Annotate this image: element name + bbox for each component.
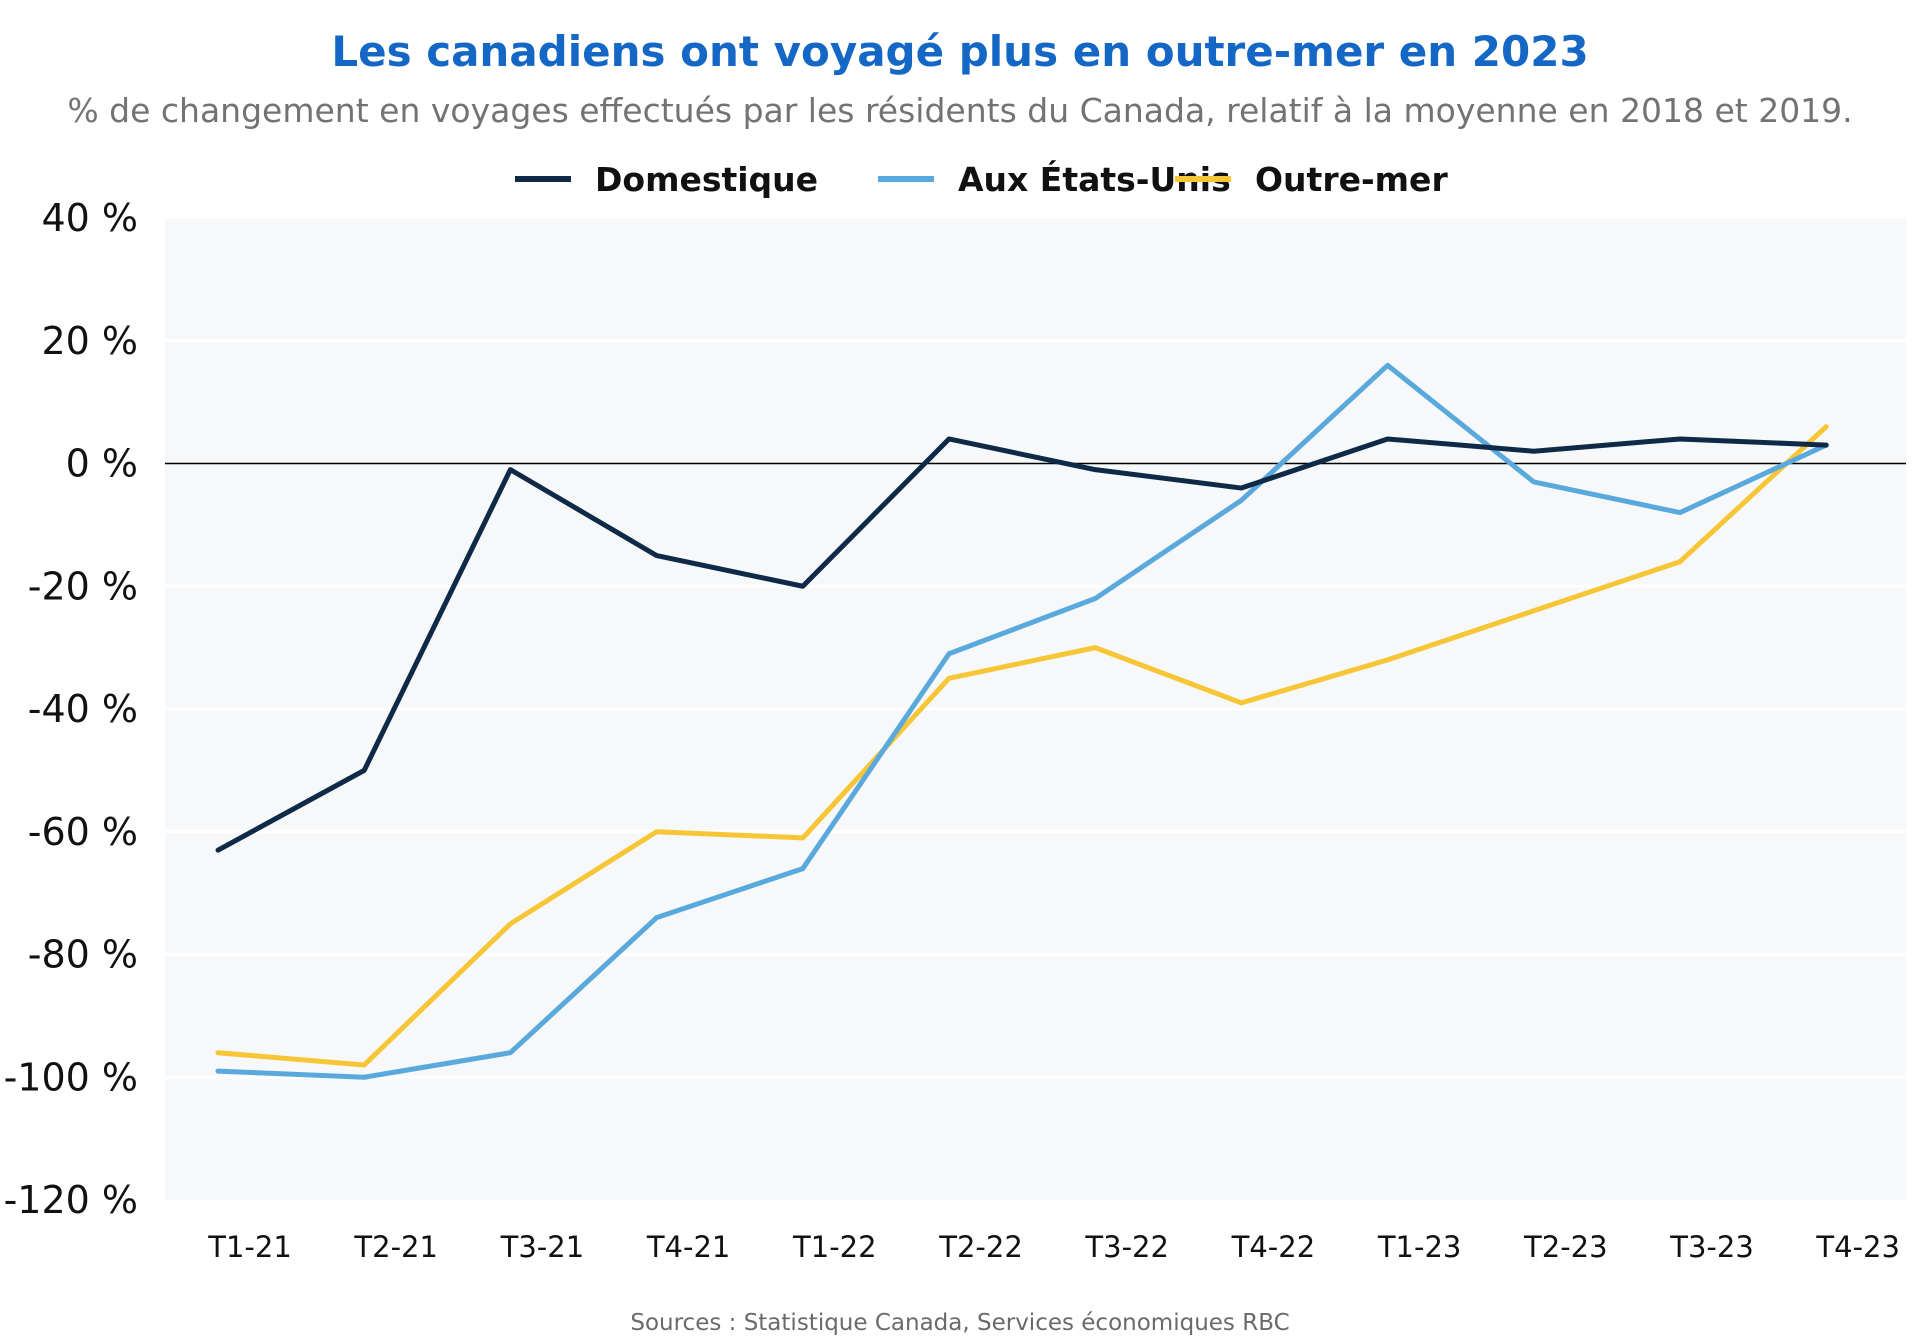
x-tick-label: T2-21 <box>353 1230 438 1264</box>
legend: Domestique Aux États-Unis Outre-mer <box>515 159 1448 199</box>
chart-subtitle: % de changement en voyages effectués par… <box>67 91 1852 130</box>
x-tick-label: T1-22 <box>792 1230 877 1264</box>
x-tick-label: T4-21 <box>646 1230 731 1264</box>
y-tick-label: -60 % <box>28 810 138 854</box>
y-tick-label: -120 % <box>4 1178 138 1222</box>
x-tick-label: T2-23 <box>1523 1230 1608 1264</box>
y-tick-label: -40 % <box>28 687 138 731</box>
x-tick-label: T2-22 <box>938 1230 1023 1264</box>
y-tick-label: 0 % <box>66 442 138 486</box>
y-tick-label: 40 % <box>41 196 138 240</box>
legend-label: Domestique <box>595 160 818 199</box>
x-axis: T1-21 T2-21 T3-21 T4-21 T1-22 T2-22 T3-22 T4-22… <box>207 1230 1900 1264</box>
y-axis: 40 % 20 % 0 % -20 % -40 % -60 % -80 % -100 % -12… <box>4 196 138 1222</box>
x-tick-label: T3-21 <box>500 1230 585 1264</box>
chart-title: Les canadiens ont voyagé plus en outre-m… <box>331 27 1588 76</box>
y-tick-label: -80 % <box>28 933 138 977</box>
series-group <box>215 362 1829 1080</box>
y-tick-label: -100 % <box>4 1055 138 1099</box>
x-tick-label: T1-21 <box>207 1230 292 1264</box>
series-line-1 <box>215 436 1829 853</box>
x-tick-label: T4-22 <box>1231 1230 1316 1264</box>
y-tick-label: 20 % <box>41 319 138 363</box>
y-tick-label: -20 % <box>28 564 138 608</box>
x-tick-label: T4-23 <box>1815 1230 1900 1264</box>
x-tick-label: T1-23 <box>1377 1230 1462 1264</box>
series-line-2 <box>215 362 1829 1080</box>
series-line-3 <box>215 424 1829 1068</box>
legend-label: Outre-mer <box>1255 160 1448 199</box>
source-note: Sources : Statistique Canada, Services é… <box>630 1310 1289 1336</box>
x-tick-label: T3-22 <box>1084 1230 1169 1264</box>
x-tick-label: T3-23 <box>1669 1230 1754 1264</box>
